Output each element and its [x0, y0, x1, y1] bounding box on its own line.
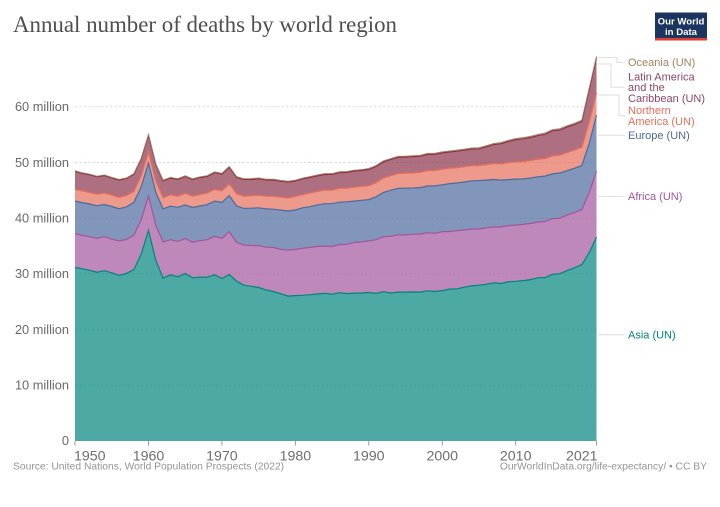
svg-text:Our World: Our World	[658, 16, 705, 27]
svg-text:1960: 1960	[133, 449, 165, 465]
svg-text:1970: 1970	[206, 449, 238, 465]
svg-text:Annual number of deaths by wor: Annual number of deaths by world region	[13, 12, 398, 37]
svg-text:OurWorldInData.org/life-expect: OurWorldInData.org/life-expectancy/ • CC…	[500, 462, 707, 473]
svg-text:30 million: 30 million	[15, 266, 69, 281]
svg-text:0: 0	[62, 433, 69, 448]
svg-text:60 million: 60 million	[15, 99, 69, 114]
svg-text:40 million: 40 million	[15, 211, 69, 226]
svg-text:Latin America: Latin America	[628, 71, 696, 83]
svg-text:Northern: Northern	[628, 105, 671, 117]
svg-text:10 million: 10 million	[15, 378, 69, 393]
svg-text:and the: and the	[628, 82, 665, 94]
svg-text:1950: 1950	[74, 449, 106, 465]
svg-text:in Data: in Data	[665, 27, 698, 38]
svg-text:Source: United Nations, World: Source: United Nations, World Population…	[13, 462, 284, 473]
svg-text:20 million: 20 million	[15, 322, 69, 337]
svg-text:50 million: 50 million	[15, 155, 69, 170]
svg-text:Oceania (UN): Oceania (UN)	[628, 57, 695, 69]
svg-text:2000: 2000	[427, 449, 459, 465]
svg-text:Europe (UN): Europe (UN)	[628, 130, 690, 142]
svg-text:Africa (UN): Africa (UN)	[628, 191, 682, 203]
svg-text:Caribbean (UN): Caribbean (UN)	[628, 93, 705, 105]
svg-text:1990: 1990	[353, 449, 385, 465]
svg-text:1980: 1980	[280, 449, 312, 465]
svg-text:Asia (UN): Asia (UN)	[628, 330, 676, 342]
svg-text:America (UN): America (UN)	[628, 116, 695, 128]
svg-text:2021: 2021	[566, 449, 598, 465]
svg-text:2010: 2010	[500, 449, 532, 465]
